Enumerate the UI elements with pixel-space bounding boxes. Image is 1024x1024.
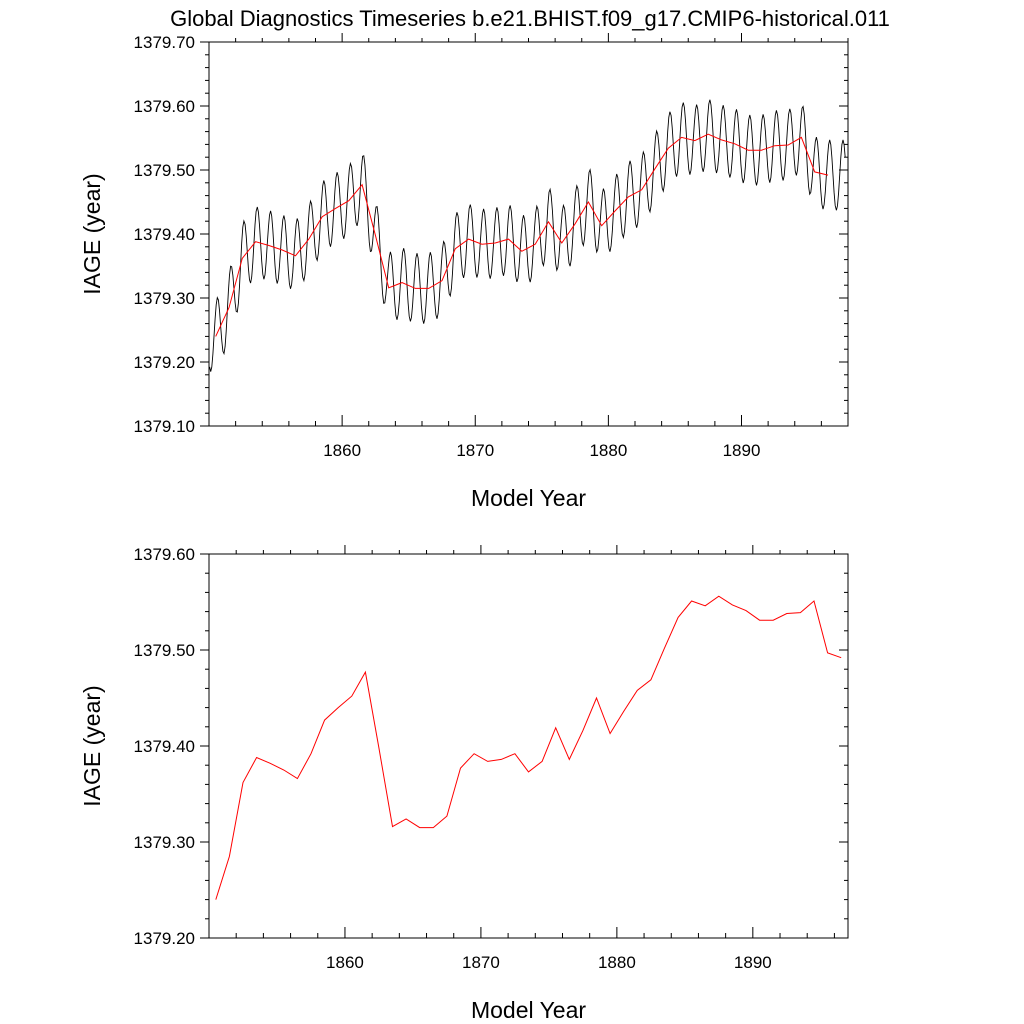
bottom-y-tick-label: 1379.40 xyxy=(134,737,195,756)
bottom-y-tick-label: 1379.30 xyxy=(134,833,195,852)
chart-title: Global Diagnostics Timeseries b.e21.BHIS… xyxy=(170,6,890,31)
top-panel: 1860 1870 1880 1890 1379.10 1379.20 1379.30 137… xyxy=(79,33,849,511)
top-y-tick-label: 1379.10 xyxy=(134,417,195,436)
bottom-plot-frame xyxy=(208,553,849,939)
top-x-tick-label: 1860 xyxy=(323,441,361,460)
top-y-tick-label: 1379.60 xyxy=(134,97,195,116)
bottom-x-tick-label: 1860 xyxy=(326,953,364,972)
top-x-tick-label: 1880 xyxy=(589,441,627,460)
top-plot-frame xyxy=(208,41,849,427)
top-y-tick-label: 1379.40 xyxy=(134,225,195,244)
top-x-axis-label: Model Year xyxy=(471,485,586,511)
top-y-axis-label: IAGE (year) xyxy=(79,173,105,294)
bottom-x-tick-label: 1880 xyxy=(598,953,636,972)
top-series-monthly xyxy=(209,99,846,372)
top-y-tick-label: 1379.20 xyxy=(134,353,195,372)
top-y-tick-label: 1379.30 xyxy=(134,289,195,308)
top-series-annual xyxy=(215,133,829,337)
bottom-series-annual xyxy=(215,595,842,900)
top-y-tick-label: 1379.70 xyxy=(134,33,195,52)
bottom-y-tick-label: 1379.20 xyxy=(134,929,195,948)
top-x-tick-label: 1870 xyxy=(456,441,494,460)
bottom-panel: 1860 1870 1880 1890 1379.20 1379.30 1379.40 137… xyxy=(79,545,849,1023)
bottom-x-tick-label: 1890 xyxy=(734,953,772,972)
bottom-y-axis-label: IAGE (year) xyxy=(79,685,105,806)
top-y-tick-label: 1379.50 xyxy=(134,161,195,180)
bottom-x-tick-label: 1870 xyxy=(462,953,500,972)
top-x-tick-label: 1890 xyxy=(723,441,761,460)
bottom-y-tick-label: 1379.60 xyxy=(134,545,195,564)
bottom-y-tick-label: 1379.50 xyxy=(134,641,195,660)
bottom-x-axis-label: Model Year xyxy=(471,997,586,1023)
